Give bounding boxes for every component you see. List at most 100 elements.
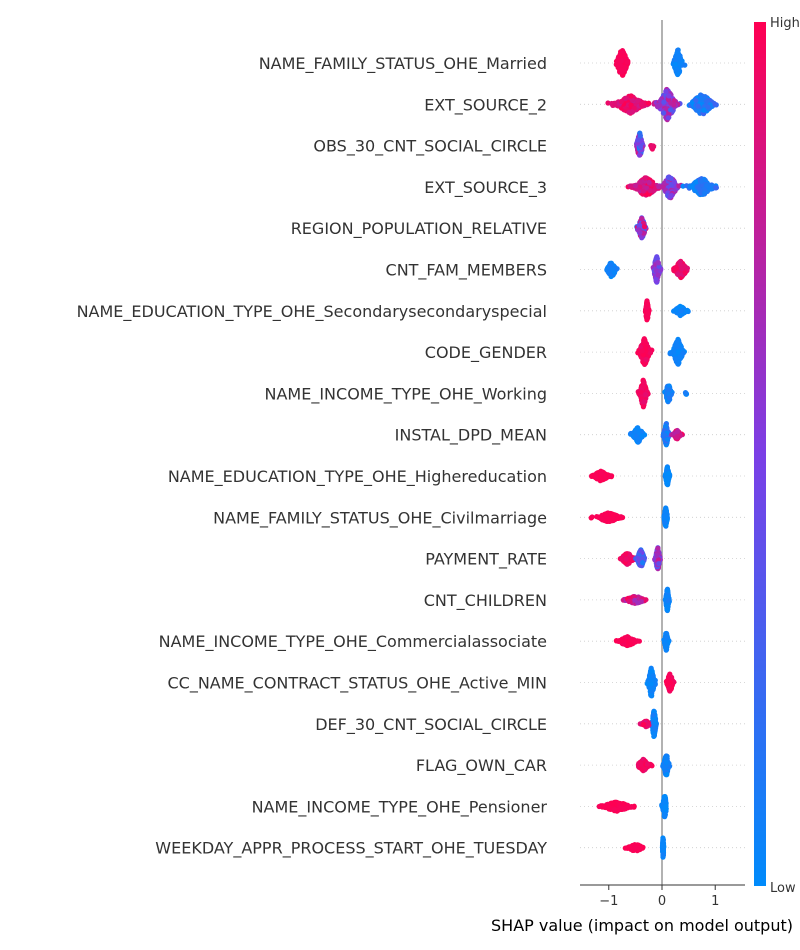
shap-dot <box>663 88 669 95</box>
shap-dot <box>673 265 679 271</box>
shap-dot <box>678 308 684 314</box>
shap-dot <box>641 224 648 230</box>
shap-dot <box>643 356 649 363</box>
shap-dot <box>619 638 625 644</box>
shap-dot <box>655 545 661 551</box>
shap-dot <box>696 108 702 114</box>
shap-dot <box>661 110 667 116</box>
shap-dot <box>677 60 683 66</box>
shap-dot <box>644 302 650 308</box>
shap-dot <box>666 395 673 401</box>
shap-dot <box>624 59 630 65</box>
shap-dot <box>665 115 672 121</box>
shap-dot <box>636 430 642 436</box>
shap-dot <box>593 475 599 481</box>
shap-dot <box>640 404 647 410</box>
shap-dot <box>638 389 644 395</box>
shap-dot <box>644 313 650 319</box>
shap-dot <box>689 184 696 190</box>
shap-dot <box>656 561 662 567</box>
shap-dot <box>646 100 652 106</box>
shap-dot <box>618 98 624 105</box>
shap-dot <box>657 103 663 109</box>
shap-dot <box>662 519 668 526</box>
shap-dot <box>635 137 641 143</box>
shap-dot <box>626 598 632 605</box>
shap-dot <box>666 93 672 99</box>
shap-dot <box>663 423 669 429</box>
shap-dot <box>671 102 677 108</box>
shap-dot <box>641 379 647 385</box>
shap-dot <box>635 600 641 606</box>
shap-dot <box>661 764 668 770</box>
shap-dot <box>616 61 622 68</box>
shap-dot <box>672 57 678 63</box>
shap-dot <box>665 588 671 594</box>
shap-dot <box>655 260 662 266</box>
shap-dot <box>640 560 646 566</box>
shap-dot <box>675 349 681 355</box>
shap-dot <box>628 102 634 108</box>
shap-dot <box>661 99 667 105</box>
shap-dot <box>664 772 670 778</box>
shap-dot <box>639 216 645 222</box>
shap-dot <box>607 473 614 479</box>
shap-dot <box>674 339 680 345</box>
shap-dot <box>663 754 670 760</box>
shap-dot <box>629 109 636 115</box>
shap-dot <box>679 266 685 272</box>
shap-dot <box>698 95 704 101</box>
shap-dot <box>637 229 643 236</box>
shap-dot <box>675 361 681 367</box>
shap-dot <box>693 97 699 103</box>
shap-dot <box>674 66 680 72</box>
shap-dot <box>665 674 672 680</box>
shap-dot <box>682 270 688 276</box>
shap-dot <box>665 598 671 604</box>
shap-dot <box>640 721 647 727</box>
shap-dot <box>638 144 644 150</box>
shap-dot <box>641 399 647 405</box>
shap-dot <box>638 101 645 107</box>
shap-dot <box>623 556 629 562</box>
shap-dot <box>617 52 624 59</box>
shap-dot <box>628 93 634 99</box>
shap-dot <box>682 390 689 396</box>
shap-dot <box>642 338 648 344</box>
shap-dot <box>589 514 595 520</box>
shap-dot <box>664 436 671 442</box>
shap-dot <box>666 470 672 476</box>
shap-dot <box>667 193 673 199</box>
shap-dot <box>662 641 668 648</box>
shap-dot <box>647 188 653 194</box>
shap-dot <box>672 356 678 362</box>
shap-dot <box>623 95 629 101</box>
shap-dot <box>649 668 655 674</box>
shap-dot <box>632 183 639 189</box>
shap-dot <box>712 101 718 107</box>
shap-dot <box>611 270 618 276</box>
shap-dot <box>607 262 614 268</box>
shap-dot <box>698 178 704 184</box>
shap-dot <box>650 712 656 718</box>
shap-dot <box>695 103 701 109</box>
shap-dot <box>673 61 679 67</box>
shap-dot <box>667 107 674 113</box>
shap-dot <box>643 345 649 351</box>
shap-dot <box>664 604 670 610</box>
shap-dot <box>705 104 711 110</box>
shap-dot <box>713 185 719 191</box>
shap-dot <box>663 506 669 513</box>
shap-dot <box>598 470 605 476</box>
shap-dot <box>636 152 643 158</box>
shap-dot <box>605 517 612 524</box>
shap-dots <box>588 47 720 860</box>
shap-dot <box>651 732 657 738</box>
shap-dot <box>599 477 605 483</box>
shap-dot <box>615 515 621 522</box>
shap-dot <box>638 761 645 767</box>
shap-dot <box>696 187 703 193</box>
shap-dot <box>644 761 651 767</box>
shap-dot <box>622 64 628 70</box>
